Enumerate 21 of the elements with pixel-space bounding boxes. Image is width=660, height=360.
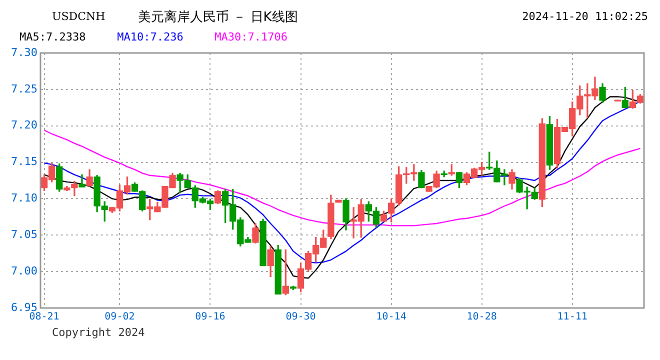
y-tick-label: 7.30	[10, 46, 38, 59]
x-tick-label: 09-16	[195, 312, 226, 323]
text: MA10:7.236	[117, 30, 204, 44]
y-tick-label: 7.05	[10, 228, 38, 241]
x-tick-label: 09-30	[286, 312, 316, 323]
y-tick-label: 7.15	[10, 155, 38, 168]
text: Copyright 2024	[52, 326, 145, 339]
x-tick-label: 10-28	[466, 312, 497, 323]
text: MA5:7.2338	[20, 30, 106, 44]
y-tick-label: 7.00	[10, 264, 38, 278]
x-tick-label: 08-21	[29, 312, 60, 323]
x-tick-label: 09-02	[104, 312, 135, 323]
x-tick-label: 11-11	[557, 312, 588, 323]
text: 2024-11-20 11:02:25	[522, 10, 648, 23]
chart-title: 美元离岸人民币 － 日K线图	[138, 9, 298, 26]
text: MA30:7.1706	[214, 30, 308, 44]
y-tick-label: 7.25	[10, 82, 38, 96]
y-tick-label: 7.10	[10, 192, 38, 205]
y-tick-label: 7.20	[10, 118, 38, 132]
text: USDCNH	[52, 10, 106, 23]
x-tick-label: 10-14	[376, 312, 406, 323]
